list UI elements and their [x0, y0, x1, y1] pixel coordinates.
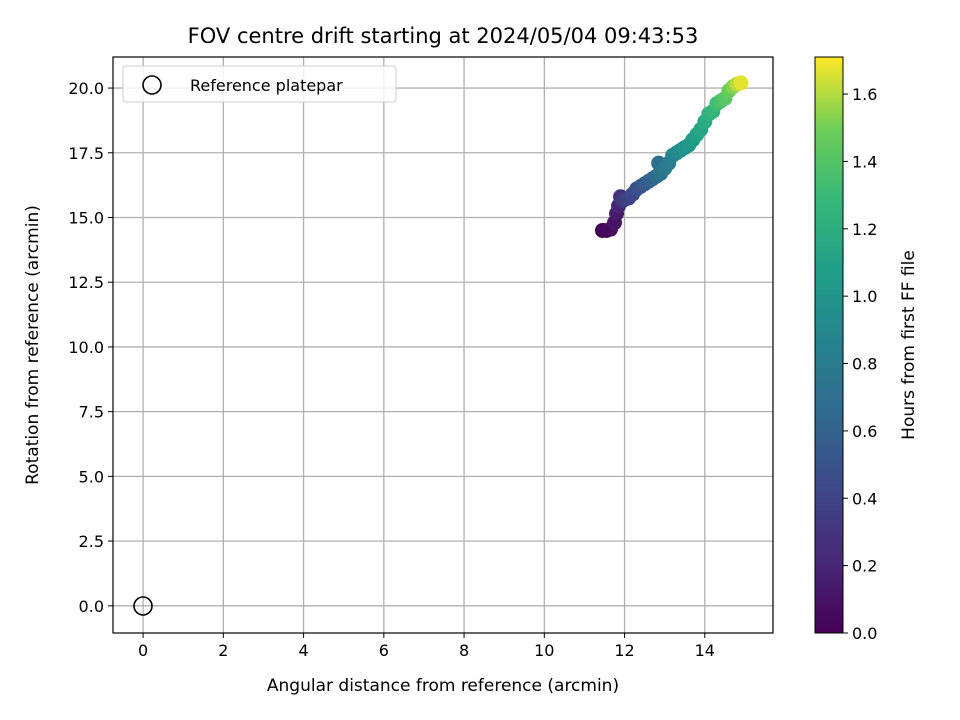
- reference-platepar-marker: [133, 596, 153, 616]
- colorbar-tick-label: 0.2: [852, 557, 877, 576]
- y-tick-label: 17.5: [68, 144, 104, 163]
- grid: [113, 57, 773, 633]
- legend-box: [122, 65, 397, 103]
- y-tick-label: 5.0: [79, 467, 104, 486]
- colorbar-tick-label: 0.4: [852, 489, 877, 508]
- x-tick-label: 2: [218, 641, 228, 660]
- y-tick-label: 15.0: [68, 209, 104, 228]
- colorbar-tick-label: 0.8: [852, 355, 877, 374]
- colorbar-tick-label: 0.0: [852, 624, 877, 643]
- x-tick-label: 0: [138, 641, 148, 660]
- x-tick-label: 4: [298, 641, 308, 660]
- x-tick-label: 14: [695, 641, 715, 660]
- legend-marker: [142, 75, 162, 95]
- legend-label: Reference platepar: [190, 76, 343, 95]
- y-tick-label: 0.0: [79, 597, 104, 616]
- colorbar-label: Hours from first FF file: [899, 250, 919, 440]
- chart-title: FOV centre drift starting at 2024/05/04 …: [188, 24, 699, 48]
- colorbar-tick-label: 1.6: [852, 85, 877, 104]
- x-tick-label: 12: [614, 641, 634, 660]
- x-tick-label: 8: [459, 641, 469, 660]
- plot-frame: [112, 56, 774, 634]
- colorbar-tick-label: 1.4: [852, 152, 877, 171]
- y-tick-label: 12.5: [68, 273, 104, 292]
- y-tick-label: 20.0: [68, 79, 104, 98]
- colorbar-tick-label: 1.2: [852, 220, 877, 239]
- data-point: [733, 75, 749, 91]
- y-axis-label: Rotation from reference (arcmin): [23, 205, 43, 485]
- y-tick-label: 10.0: [68, 338, 104, 357]
- y-tick-label: 2.5: [79, 532, 104, 551]
- scatter-points: [594, 75, 749, 238]
- colorbar-ticks: 0.0 0.2 0.4 0.6 0.8 1.0 1.2 1.4 1.6: [843, 85, 877, 643]
- legend: Reference platepar: [122, 65, 397, 103]
- y-tick-label: 7.5: [79, 403, 104, 422]
- colorbar-tick-label: 1.0: [852, 287, 877, 306]
- colorbar-gradient: [814, 56, 844, 634]
- colorbar-tick-label: 0.6: [852, 422, 877, 441]
- y-axis-ticks: 0.0 2.5 5.0 7.5 10.0 12.5 15.0 17.5 20.0: [68, 79, 113, 616]
- x-tick-label: 6: [379, 641, 389, 660]
- x-axis-label: Angular distance from reference (arcmin): [267, 676, 619, 696]
- colorbar: 0.0 0.2 0.4 0.6 0.8 1.0 1.2 1.4 1.6 Hours from f…: [814, 56, 919, 643]
- x-axis-ticks: 0 2 4 6 8 10 12 14: [138, 633, 715, 660]
- x-tick-label: 10: [534, 641, 554, 660]
